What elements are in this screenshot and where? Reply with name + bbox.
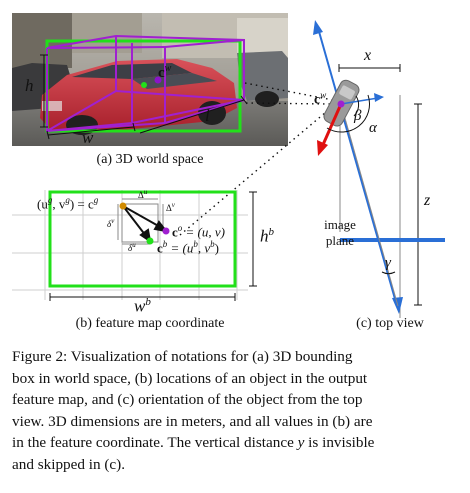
label-image-plane: image plane [318,217,362,249]
label-cw-a-sup: w [164,63,172,74]
label-wb-sup: b [145,296,151,308]
label-cb-close: ) [214,240,220,256]
label-delta-v-sup: v [171,201,175,209]
cb-point [146,237,154,245]
figure-caption: Figure 2: Visualization of notations for… [12,346,459,476]
co-point [162,227,170,235]
caption-line-5: in the feature coordinate. The vertical … [12,432,459,454]
label-cg-eq: (ug, vg) = cg [37,195,98,212]
label-ub-sup: b [193,239,198,249]
subcaption-a: (a) 3D world space [96,152,204,167]
caption-line-3: feature map, and (c) orientation of the … [12,391,363,409]
label-w: w [82,128,94,147]
label-beta: β [354,108,362,124]
subcaption-b: (b) feature map coordinate [75,316,225,331]
label-x: x [364,47,372,64]
center-3d-point [154,76,162,84]
label-small-delta-v-base: δ [107,219,112,229]
label-co-sup: o [177,223,183,233]
figure-annotations [12,20,445,318]
label-small-delta-u: δu [128,241,136,253]
label-image-plane-line1: image [324,217,356,232]
label-cg-eq-part3: ) = c [69,196,94,212]
label-z: z [424,192,431,209]
label-l: l [205,106,210,125]
label-hb-base: h [260,226,269,246]
cw-point-top [337,100,345,108]
label-delta-v-base: Δ [166,203,172,213]
caption-line-1: Figure 2: Visualization of notations for… [12,348,353,365]
label-small-delta-u-base: δ [128,243,133,253]
caption-line-2: box in world space, (b) locations of an … [12,369,368,387]
cg-point [119,202,127,210]
label-cb-eq: cb = (ub, vb) [157,239,219,256]
label-cg-eq-part2: , v [52,196,66,212]
street-photo-illustration [12,13,288,146]
label-cw-a-base: c [158,65,165,81]
label-small-delta-u-sup: u [132,241,136,249]
label-alpha: α [369,120,377,136]
label-delta-u-sup: u [143,188,148,196]
caption-line-5-b: is invisible [304,434,375,452]
caption-line-6: and skipped in (c). [12,455,126,473]
green-feature-box [48,190,237,288]
label-cw-c-sup: w [320,90,327,100]
label-vg-sup: g [65,195,70,205]
label-cw-c-base: c [314,92,321,108]
label-cb-sup: b [162,239,168,249]
label-cg-eq-part1: (u [37,196,48,212]
label-vb-sup: b [210,239,215,249]
street-photo [12,13,288,146]
label-hb: hb [260,226,274,247]
label-cg-sup: g [93,195,99,205]
ray-line [317,27,398,307]
label-h: h [25,76,34,95]
label-delta-u-base: Δ [138,190,144,200]
label-cb-eq-part1: = (u [167,240,194,256]
label-wb: wb [134,296,151,317]
center-2d-point [141,82,147,88]
label-cw-c: cw [314,90,326,109]
heading-arrow [320,103,343,148]
caption-line-5-var: y [297,434,305,452]
caption-line-5-a: in the feature coordinate. The vertical … [12,434,298,452]
label-co-eq: co = (u, v) [172,223,225,240]
subcaption-c: (c) top view [356,316,424,331]
label-delta-u: Δu [138,188,147,200]
label-co-eq-value: = (u, v) [182,224,225,240]
label-hb-sup: b [268,226,275,238]
label-cb-base: c [157,240,163,256]
label-ug-sup: g [47,195,53,205]
label-gamma: γ [385,255,391,271]
label-small-delta-v-sup: v [111,217,115,225]
label-delta-v: Δv [166,201,175,213]
label-cb-eq-part2: , v [197,240,211,256]
label-wb-base: w [134,296,146,316]
label-co-base: c [172,224,178,240]
label-image-plane-line2: plane [325,233,355,248]
label-cw-a: cw [158,63,171,82]
label-small-delta-v: δv [107,217,114,229]
caption-line-4: view. 3D dimensions are in meters, and a… [12,412,373,430]
